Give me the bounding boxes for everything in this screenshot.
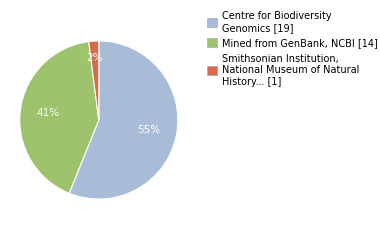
Text: 2%: 2% bbox=[87, 54, 103, 63]
Wedge shape bbox=[69, 41, 178, 199]
Wedge shape bbox=[20, 42, 99, 193]
Legend: Centre for Biodiversity
Genomics [19], Mined from GenBank, NCBI [14], Smithsonia: Centre for Biodiversity Genomics [19], M… bbox=[206, 10, 379, 88]
Text: 55%: 55% bbox=[138, 125, 161, 135]
Wedge shape bbox=[89, 41, 99, 120]
Text: 41%: 41% bbox=[36, 108, 59, 118]
